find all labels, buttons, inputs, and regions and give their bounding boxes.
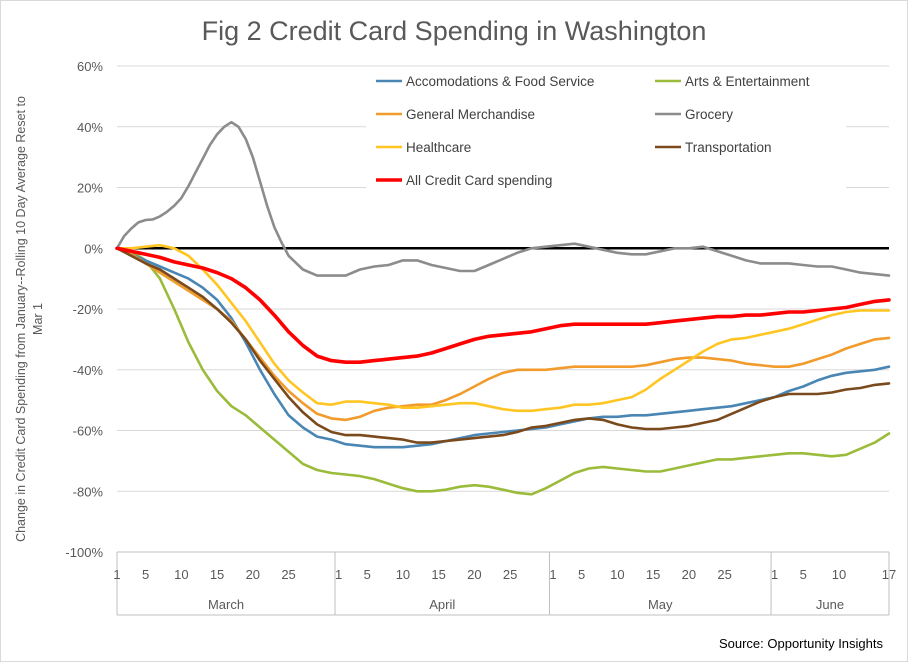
x-tick-label: 5 <box>364 567 371 582</box>
x-tick-label: 20 <box>682 567 696 582</box>
legend: Accomodations & Food Service Arts & Enter… <box>366 68 846 196</box>
y-tick-label: -100% <box>65 545 103 560</box>
x-tick-label: 10 <box>610 567 624 582</box>
chart-title: Fig 2 Credit Card Spending in Washington <box>202 16 707 46</box>
y-tick-label: -80% <box>73 484 104 499</box>
series-lines <box>115 120 891 496</box>
series-line <box>115 243 891 413</box>
x-tick-label: 1 <box>549 567 556 582</box>
x-tick-label: 20 <box>246 567 260 582</box>
legend-box <box>366 68 846 196</box>
y-tick-label: -40% <box>73 363 104 378</box>
x-tick-label: 25 <box>503 567 517 582</box>
x-tick-label: 1 <box>113 567 120 582</box>
legend-label: All Credit Card spending <box>406 173 552 188</box>
y-axis-label-line-1: Change in Credit Card Spending from Janu… <box>14 96 28 542</box>
x-tick-label: 25 <box>717 567 731 582</box>
series-line <box>115 247 891 449</box>
series-line <box>115 247 891 444</box>
x-tick-label: 15 <box>646 567 660 582</box>
y-axis-ticks: 60% 40% 20% 0% -20% -40% -60% -80% -100% <box>65 59 103 560</box>
x-tick-label: 10 <box>832 567 846 582</box>
y-tick-label: 60% <box>77 59 103 74</box>
x-tick-label: 1 <box>771 567 778 582</box>
month-label: March <box>208 597 244 612</box>
x-tick-label: 5 <box>578 567 585 582</box>
x-tick-label: 15 <box>210 567 224 582</box>
series-line <box>115 247 891 496</box>
y-tick-label: 0% <box>84 241 103 256</box>
month-label: May <box>648 597 673 612</box>
series-line <box>115 246 891 365</box>
series-line <box>115 120 891 277</box>
x-tick-label: 10 <box>396 567 410 582</box>
x-tick-label: 1 <box>335 567 342 582</box>
legend-label: Accomodations & Food Service <box>406 74 594 89</box>
legend-label: Grocery <box>685 107 733 122</box>
y-tick-label: 40% <box>77 120 103 135</box>
x-tick-label: 15 <box>431 567 445 582</box>
source-note: Source: Opportunity Insights <box>719 636 884 651</box>
x-tick-label: 5 <box>142 567 149 582</box>
y-tick-label: 20% <box>77 181 103 196</box>
legend-label: Arts & Entertainment <box>685 74 810 89</box>
month-label: June <box>816 597 844 612</box>
x-tick-label: 17 <box>882 567 896 582</box>
x-tick-label: 5 <box>800 567 807 582</box>
legend-label: General Merchandise <box>406 107 535 122</box>
y-axis-label-line-2: Mar 1 <box>31 303 45 335</box>
y-tick-label: -60% <box>73 424 104 439</box>
month-label: April <box>429 597 455 612</box>
y-axis-label: Change in Credit Card Spending from Janu… <box>14 96 45 542</box>
legend-label: Healthcare <box>406 140 471 155</box>
legend-label: Transportation <box>685 140 772 155</box>
y-tick-label: -20% <box>73 302 104 317</box>
x-tick-label: 20 <box>467 567 481 582</box>
x-tick-label: 25 <box>281 567 295 582</box>
x-tick-label: 10 <box>174 567 188 582</box>
